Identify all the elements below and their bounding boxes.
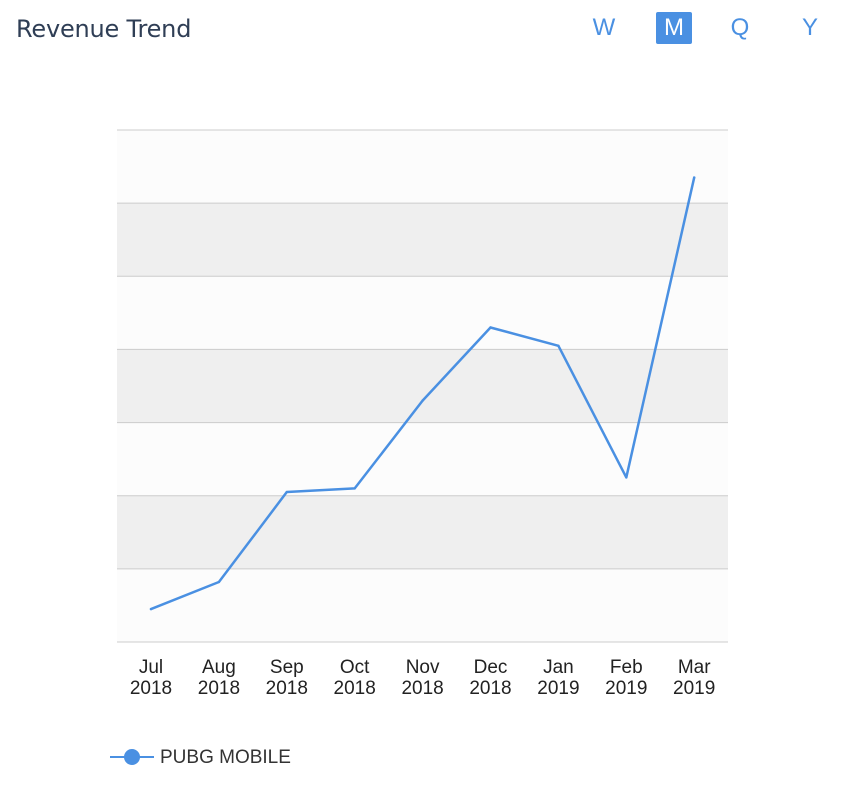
- period-week-button[interactable]: W: [592, 14, 616, 41]
- data-point: [217, 580, 221, 584]
- x-tick-label: Mar 2019: [673, 657, 715, 699]
- x-tick-label: Dec 2018: [469, 657, 511, 699]
- data-point: [557, 344, 560, 347]
- grid-band: [117, 495, 728, 569]
- grid-band: [117, 203, 728, 277]
- data-point: [285, 490, 288, 494]
- x-tick-label: Jan 2019: [537, 657, 579, 699]
- x-tick-label: Nov 2018: [401, 657, 443, 699]
- grid-band: [117, 349, 728, 423]
- chart-title: Revenue Trend: [16, 15, 192, 43]
- legend-marker-icon: [110, 749, 154, 765]
- x-tick-label: Aug 2018: [198, 657, 240, 699]
- data-point: [693, 176, 696, 179]
- grid-band: [117, 422, 728, 496]
- period-quarter-button[interactable]: Q: [730, 14, 750, 41]
- period-year-button[interactable]: Y: [801, 14, 818, 41]
- grid-band: [117, 130, 728, 204]
- grid-band: [117, 568, 728, 642]
- data-point: [625, 476, 628, 479]
- legend-label: PUBG MOBILE: [160, 747, 291, 768]
- period-month-button[interactable]: M: [656, 12, 692, 44]
- data-point: [489, 326, 492, 329]
- data-point: [353, 487, 356, 490]
- x-tick-label: Feb 2019: [605, 657, 647, 699]
- x-tick-label: Jul 2018: [130, 657, 172, 699]
- period-selector: W M Q Y: [586, 12, 836, 46]
- data-point: [421, 399, 424, 402]
- revenue-line-chart: Jul 2018 Aug 2018 Sep 2018 Oct 2018 Nov 2018 Dec 20…: [117, 129, 728, 699]
- data-point: [149, 607, 153, 611]
- chart-header: Revenue Trend W M Q Y: [0, 0, 860, 70]
- x-tick-label: Oct 2018: [334, 657, 376, 699]
- grid-band: [117, 276, 728, 350]
- x-tick-label: Sep 2018: [266, 657, 308, 699]
